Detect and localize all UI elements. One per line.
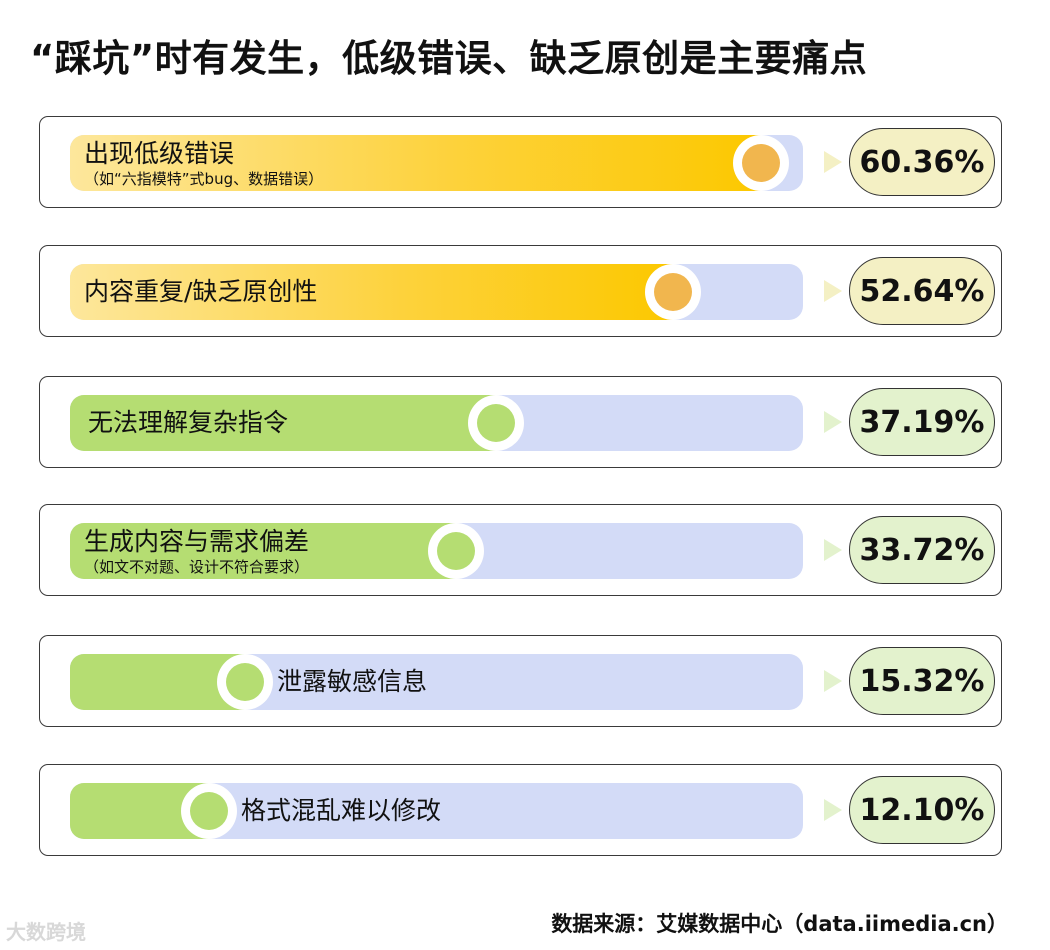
bar-end-marker bbox=[217, 654, 273, 710]
bar-end-marker bbox=[645, 264, 701, 320]
bar-fill bbox=[70, 135, 761, 191]
bar-row: 内容重复/缺乏原创性 52.64% bbox=[39, 245, 1002, 337]
bar-end-dot bbox=[477, 404, 515, 442]
data-source: 数据来源：艾媒数据中心（data.iimedia.cn） bbox=[551, 912, 1008, 936]
bar-row: 泄露敏感信息 15.32% bbox=[39, 635, 1002, 727]
bar-row: 出现低级错误 （如“六指模特”式bug、数据错误） 60.36% bbox=[39, 116, 1002, 208]
chart-title: “踩坑”时有发生，低级错误、缺乏原创是主要痛点 bbox=[30, 37, 868, 80]
value-label: 33.72% bbox=[849, 516, 995, 584]
bar-fill bbox=[70, 654, 245, 710]
bar-end-marker bbox=[468, 395, 524, 451]
bar-track: 格式混乱难以修改 bbox=[70, 783, 803, 839]
pointer-arrow bbox=[824, 411, 842, 433]
bar-label: 内容重复/缺乏原创性 bbox=[84, 264, 317, 320]
bar-row: 无法理解复杂指令 37.19% bbox=[39, 376, 1002, 468]
category-sublabel: （如“六指模特”式bug、数据错误） bbox=[84, 169, 324, 188]
category-label: 格式混乱难以修改 bbox=[241, 796, 442, 825]
pointer-arrow bbox=[824, 539, 842, 561]
bar-end-dot bbox=[226, 663, 264, 701]
category-label: 无法理解复杂指令 bbox=[88, 408, 289, 437]
bar-fill bbox=[70, 395, 496, 451]
value-label: 37.19% bbox=[849, 388, 995, 456]
bar-row: 生成内容与需求偏差 （如文不对题、设计不符合要求） 33.72% bbox=[39, 504, 1002, 596]
bar-track: 泄露敏感信息 bbox=[70, 654, 803, 710]
category-sublabel: （如文不对题、设计不符合要求） bbox=[84, 557, 310, 576]
category-label: 出现低级错误 bbox=[84, 138, 235, 168]
bar-fill bbox=[70, 264, 673, 320]
bar-end-marker bbox=[733, 135, 789, 191]
bar-end-marker bbox=[428, 523, 484, 579]
bar-label: 格式混乱难以修改 bbox=[241, 783, 441, 839]
watermark-logo: 大数跨境 bbox=[6, 920, 86, 944]
bar-track: 内容重复/缺乏原创性 bbox=[70, 264, 803, 320]
bar-fill bbox=[70, 523, 456, 579]
bar-label: 无法理解复杂指令 bbox=[88, 395, 288, 451]
category-label: 泄露敏感信息 bbox=[277, 667, 428, 696]
value-label: 15.32% bbox=[849, 647, 995, 715]
bar-track: 生成内容与需求偏差 （如文不对题、设计不符合要求） bbox=[70, 523, 803, 579]
pointer-arrow bbox=[824, 280, 842, 302]
bar-label: 出现低级错误 （如“六指模特”式bug、数据错误） bbox=[84, 135, 323, 191]
value-label: 52.64% bbox=[849, 257, 995, 325]
bar-row: 格式混乱难以修改 12.10% bbox=[39, 764, 1002, 856]
pointer-arrow bbox=[824, 670, 842, 692]
category-label: 生成内容与需求偏差 bbox=[84, 526, 310, 556]
bar-end-dot bbox=[190, 792, 228, 830]
bar-end-dot bbox=[437, 532, 475, 570]
value-label: 60.36% bbox=[849, 128, 995, 196]
bar-track: 无法理解复杂指令 bbox=[70, 395, 803, 451]
pointer-arrow bbox=[824, 151, 842, 173]
bar-track: 出现低级错误 （如“六指模特”式bug、数据错误） bbox=[70, 135, 803, 191]
bar-label: 生成内容与需求偏差 （如文不对题、设计不符合要求） bbox=[84, 523, 309, 579]
category-label: 内容重复/缺乏原创性 bbox=[84, 277, 318, 306]
bar-end-dot bbox=[654, 273, 692, 311]
bar-end-marker bbox=[181, 783, 237, 839]
bar-label: 泄露敏感信息 bbox=[277, 654, 427, 710]
value-label: 12.10% bbox=[849, 776, 995, 844]
bar-end-dot bbox=[742, 144, 780, 182]
pointer-arrow bbox=[824, 799, 842, 821]
